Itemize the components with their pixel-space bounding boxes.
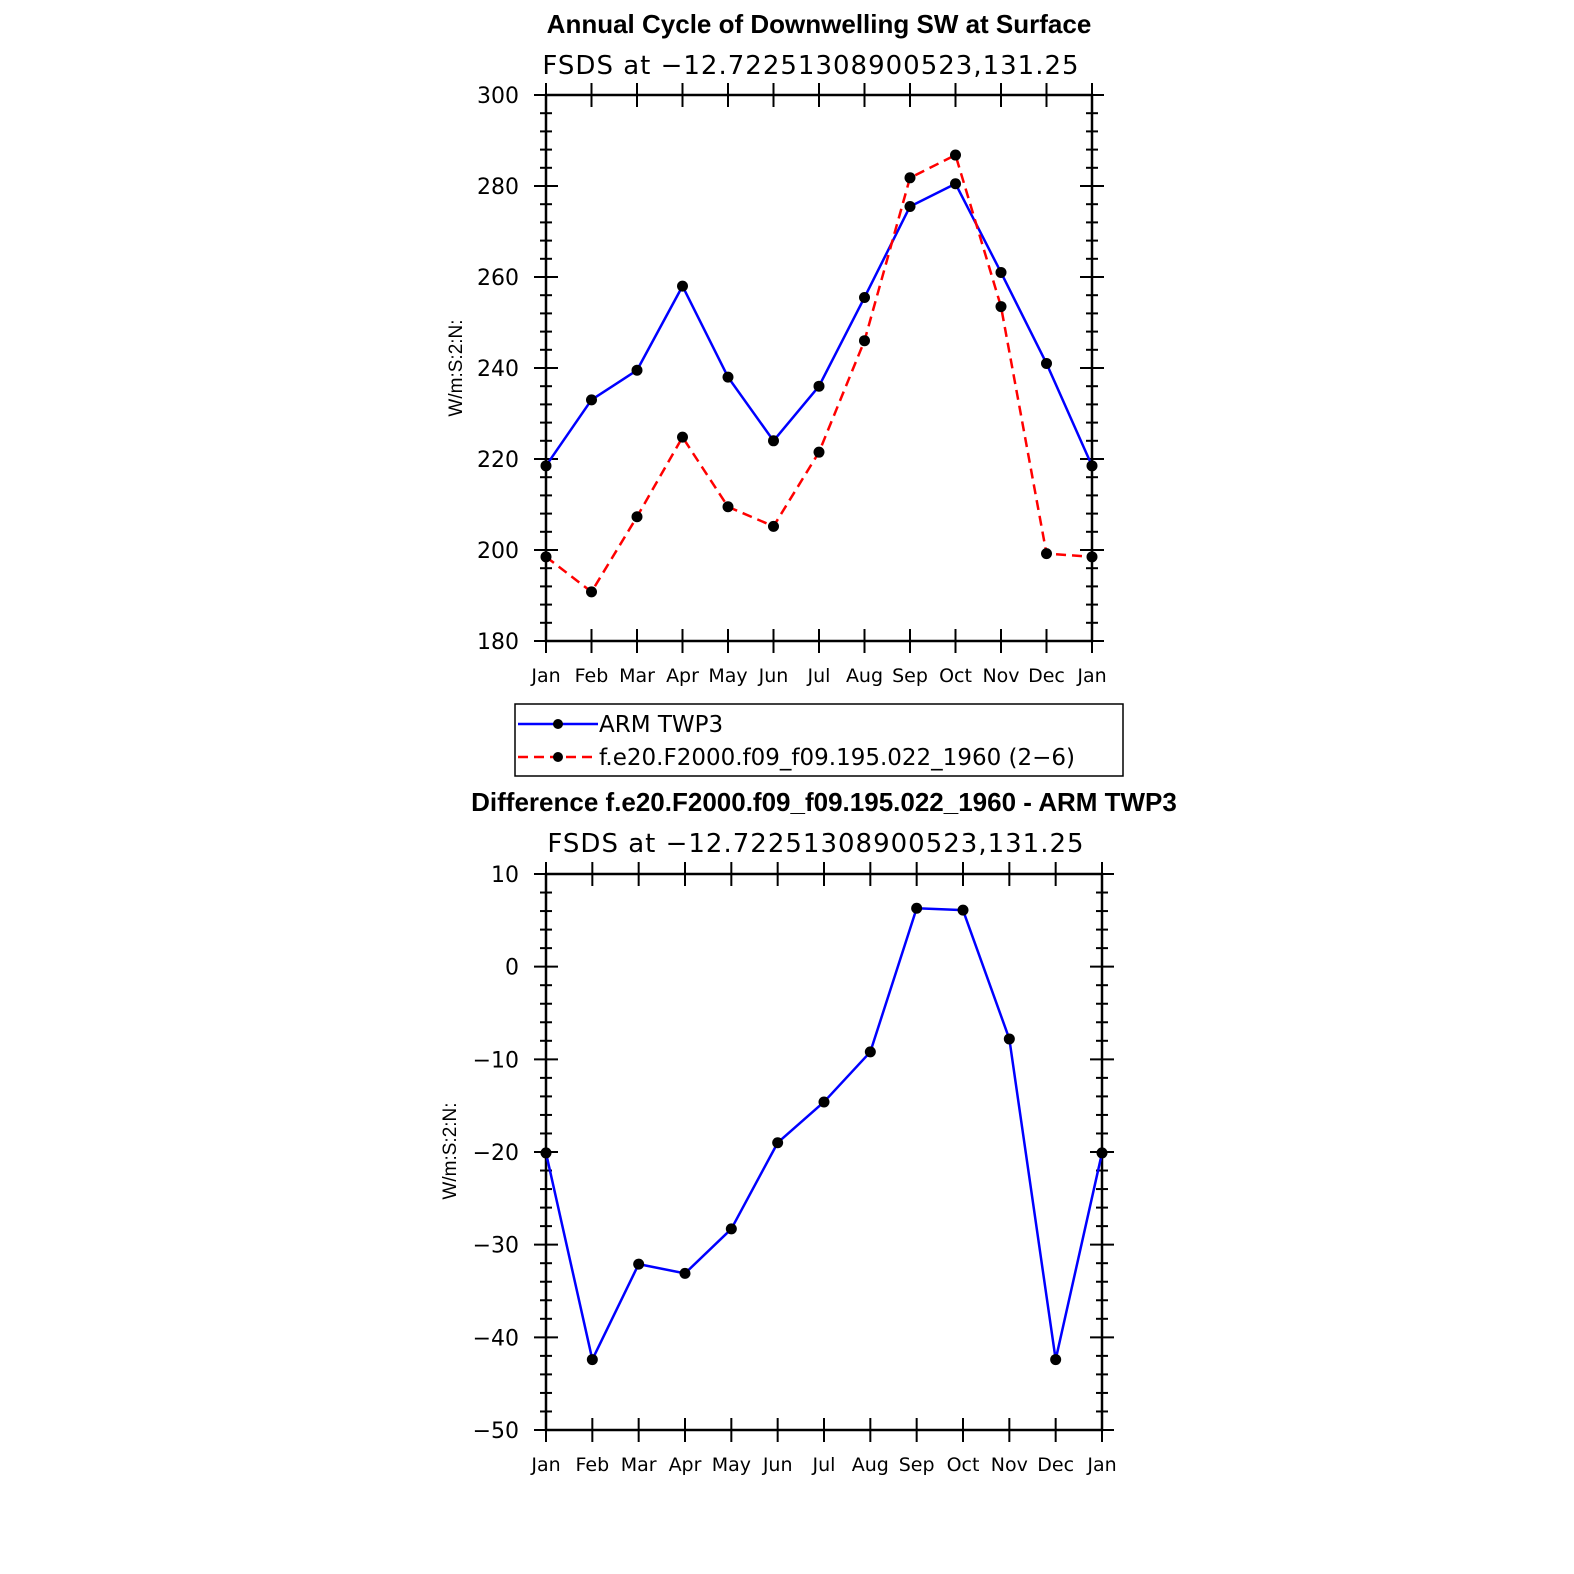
legend-box (514, 703, 1124, 777)
chart1-series-1-point (722, 501, 734, 513)
chart2-series-0-point (772, 1137, 784, 1149)
legend-label-model: f.e20.F2000.f09_f09.195.022_1960 (2−6) (599, 745, 1075, 771)
chart2-series-0-point (864, 1046, 876, 1058)
chart2-series-0-point (586, 1354, 598, 1366)
chart2-xtick-label: Mar (621, 1454, 657, 1476)
chart2-series-0-point (1003, 1033, 1015, 1045)
chart1-ytick-label: 300 (477, 84, 519, 109)
chart1-series-0-point (950, 178, 961, 190)
legend-marker-model (553, 752, 563, 762)
chart2-plot-area: −50 −40 −30 −20 −10 0 10 Jan Feb Mar Apr May Jun Jul A… (473, 862, 1117, 1476)
chart1-series-line-0 (544, 182, 1094, 467)
chart2-xtick-label: Jul (812, 1454, 836, 1476)
legend-marker-arm (553, 719, 563, 729)
chart1-title: Annual Cycle of Downwelling SW at Surfac… (547, 9, 1092, 39)
chart1-series-1-point (768, 520, 779, 532)
chart1-series-0-point (904, 200, 916, 212)
chart1-series-0-point (768, 435, 779, 447)
chart1-ytick-label: 280 (477, 175, 519, 200)
chart1-xtick-label: Sep (892, 665, 928, 687)
chart2-ytick-label: −20 (473, 1141, 519, 1166)
chart1-series-0-point (995, 266, 1007, 278)
chart1-series-0-point (1086, 460, 1098, 472)
chart2-ytick-label: 10 (491, 863, 519, 888)
chart1-xtick-label: Aug (846, 665, 883, 687)
chart2-frame (544, 872, 1104, 1432)
chart1-xtick-label: Oct (939, 665, 972, 687)
chart2-xtick-label: May (712, 1454, 751, 1476)
chart2-ytick-label: −30 (473, 1234, 519, 1259)
chart1-xtick-label: Nov (982, 665, 1019, 687)
chart1-series-1-point (859, 335, 870, 347)
chart2-ytick-label: −10 (473, 1048, 519, 1073)
chart2-series-0-point (633, 1258, 645, 1270)
chart1-ytick-label: 260 (477, 266, 519, 291)
chart1-series-0-point (722, 371, 734, 383)
chart1-series-1-point (995, 301, 1007, 313)
chart2-xtick-label: Dec (1037, 1454, 1074, 1476)
chart2-series-line-0 (544, 907, 1104, 1361)
chart2-series-0-point (679, 1267, 691, 1279)
chart1-ytick-label: 200 (477, 539, 519, 564)
chart1-series-1-point (1086, 551, 1098, 563)
chart2-ytick-label: −40 (473, 1326, 519, 1351)
chart1-series-1-point (677, 431, 688, 443)
chart2-xtick-label: Jun (762, 1454, 793, 1476)
chart2-series-0-point (957, 904, 969, 916)
chart1-plot-area: 180 200 220 240 260 280 300 Jan Feb Mar Apr May Jun J… (477, 83, 1107, 687)
chart2-xtick-label: Oct (947, 1454, 980, 1476)
chart1-series-1-point (904, 172, 916, 184)
chart2-series-0-point (1096, 1147, 1108, 1159)
chart1-series-0-point (631, 364, 643, 376)
chart1-series-0-point (1041, 357, 1052, 369)
legend-label-arm: ARM TWP3 (599, 712, 723, 738)
chart1-series-1-point (540, 551, 552, 563)
chart2-xtick-label: Apr (669, 1454, 702, 1476)
chart1-ytick-label: 240 (477, 357, 519, 382)
chart1-series-0-point (859, 291, 870, 303)
chart1-frame (544, 93, 1094, 643)
chart2-series-0-point (911, 902, 923, 914)
chart1-xtick-label: Dec (1028, 665, 1065, 687)
chart1-xtick-label: Jul (807, 665, 831, 687)
chart1-xtick-label: Apr (666, 665, 699, 687)
chart1-xtick-label: May (708, 665, 747, 687)
chart1-series-1-point (586, 586, 597, 598)
chart1-ytick-label: 220 (477, 448, 519, 473)
chart1-subtitle: FSDS at −12.72251308900523,131.25 (542, 51, 1079, 81)
chart1-series-0-point (586, 394, 597, 406)
chart2-series-0-point (540, 1147, 552, 1159)
chart2-ylabel: W/m:S:2:N: (440, 1102, 461, 1199)
chart2-series-0-point (1050, 1354, 1062, 1366)
chart1-series-0-point (813, 380, 825, 392)
chart2-ytick-label: −50 (473, 1419, 519, 1444)
chart2-subtitle: FSDS at −12.72251308900523,131.25 (547, 829, 1084, 859)
chart2-xtick-label: Feb (576, 1454, 610, 1476)
chart2-xtick-label: Nov (991, 1454, 1028, 1476)
chart1-series-0-point (677, 280, 688, 292)
legend: ARM TWP3 f.e20.F2000.f09_f09.195.022_196… (514, 703, 1124, 777)
chart2-title: Difference f.e20.F2000.f09_f09.195.022_1… (471, 787, 1177, 817)
chart1-xtick-label: Mar (619, 665, 655, 687)
chart2-xtick-label: Aug (852, 1454, 889, 1476)
chart1-series-1-point (1041, 548, 1052, 560)
chart2-xtick-label: Jan (530, 1454, 560, 1476)
chart2-ytick-label: 0 (505, 956, 519, 981)
chart1-series-0-point (540, 460, 552, 472)
chart2-series-0-point (818, 1096, 830, 1108)
chart1-series-1-point (813, 446, 825, 458)
chart1-xtick-label: Feb (575, 665, 609, 687)
chart1-series-1-point (950, 149, 961, 161)
chart2-xtick-label: Sep (899, 1454, 935, 1476)
chart2-xtick-label: Jan (1086, 1454, 1116, 1476)
chart1-series-line-1 (545, 153, 1093, 594)
chart1-ylabel: W/m:S:2:N: (446, 319, 467, 416)
chart1-ytick-label: 180 (477, 630, 519, 655)
chart1-xtick-label: Jan (1076, 665, 1106, 687)
chart2-series-0-point (725, 1223, 737, 1235)
chart1-xtick-label: Jun (758, 665, 789, 687)
chart1-series-1-point (631, 511, 643, 523)
chart1-xtick-label: Jan (530, 665, 560, 687)
